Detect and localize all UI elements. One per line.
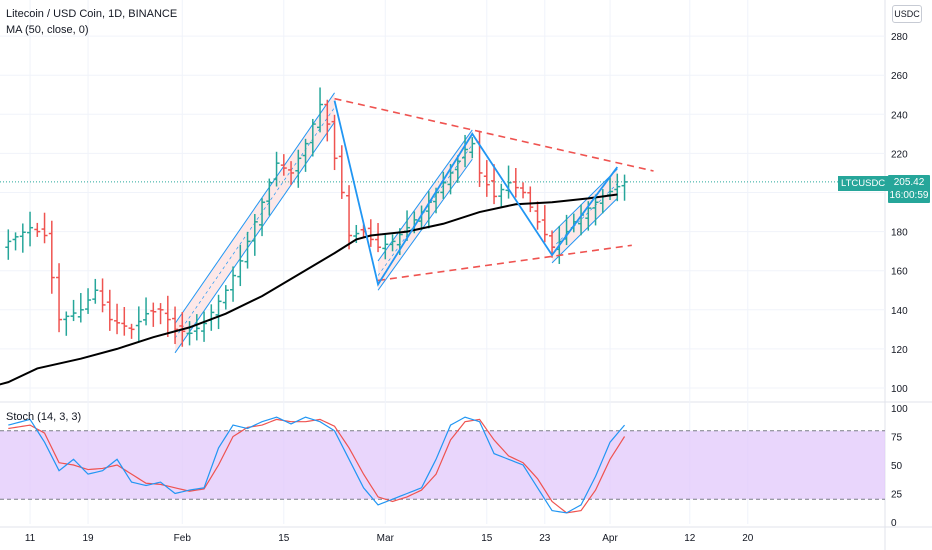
channel-lower-line: [551, 198, 618, 264]
time-tick-label: Mar: [377, 533, 395, 544]
stoch-tick-label: 100: [891, 404, 908, 415]
time-tick-label: 11: [25, 533, 36, 544]
time-tick-label: 23: [539, 533, 551, 544]
upper-trendline: [334, 97, 654, 172]
lower-trendline: [377, 244, 632, 282]
price-tick-label: 220: [891, 149, 908, 160]
stoch-tick-label: 75: [891, 433, 903, 444]
channel-upper-line: [174, 92, 335, 324]
channel-lower-line: [377, 158, 473, 291]
ma-indicator-label[interactable]: MA (50, close, 0): [6, 24, 89, 36]
time-tick-label: Feb: [174, 533, 192, 544]
ma50-line: [0, 193, 618, 386]
price-tick-label: 240: [891, 110, 908, 121]
price-tick-label: 280: [891, 32, 908, 43]
time-tick-label: 15: [278, 533, 290, 544]
time-tick-label: 19: [82, 533, 94, 544]
channel-upper-line: [551, 168, 618, 234]
stoch-indicator-label[interactable]: Stoch (14, 3, 3): [6, 411, 82, 423]
price-tick-label: 120: [891, 345, 908, 356]
time-tick-label: 15: [481, 533, 493, 544]
price-tick-label: 140: [891, 306, 908, 317]
price-tick-label: 180: [891, 228, 908, 239]
stoch-tick-label: 25: [891, 490, 903, 501]
stoch-tick-label: 0: [891, 518, 897, 529]
stoch-band: [0, 430, 885, 500]
stoch-k-line: [8, 416, 626, 514]
time-tick-label: 12: [684, 533, 696, 544]
time-tick-label: 20: [742, 533, 754, 544]
price-tick-label: 260: [891, 71, 908, 82]
price-tick-label: 160: [891, 267, 908, 278]
channel-upper-line: [377, 129, 473, 262]
stoch-tick-label: 50: [891, 461, 903, 472]
bar-countdown: 16:00:59: [889, 190, 929, 201]
price-tick-label: 100: [891, 384, 908, 395]
last-price: 205.42: [893, 177, 925, 188]
last-price-tag: 205.42 16:00:59: [888, 175, 930, 203]
symbol-tag: LTCUSDC: [838, 176, 889, 191]
chart-title: Litecoin / USD Coin, 1D, BINANCE: [6, 8, 178, 20]
time-tick-label: Apr: [602, 533, 618, 544]
wave-line: [333, 100, 619, 287]
channel-fill: [552, 169, 618, 263]
currency-button[interactable]: USDC: [892, 5, 922, 23]
